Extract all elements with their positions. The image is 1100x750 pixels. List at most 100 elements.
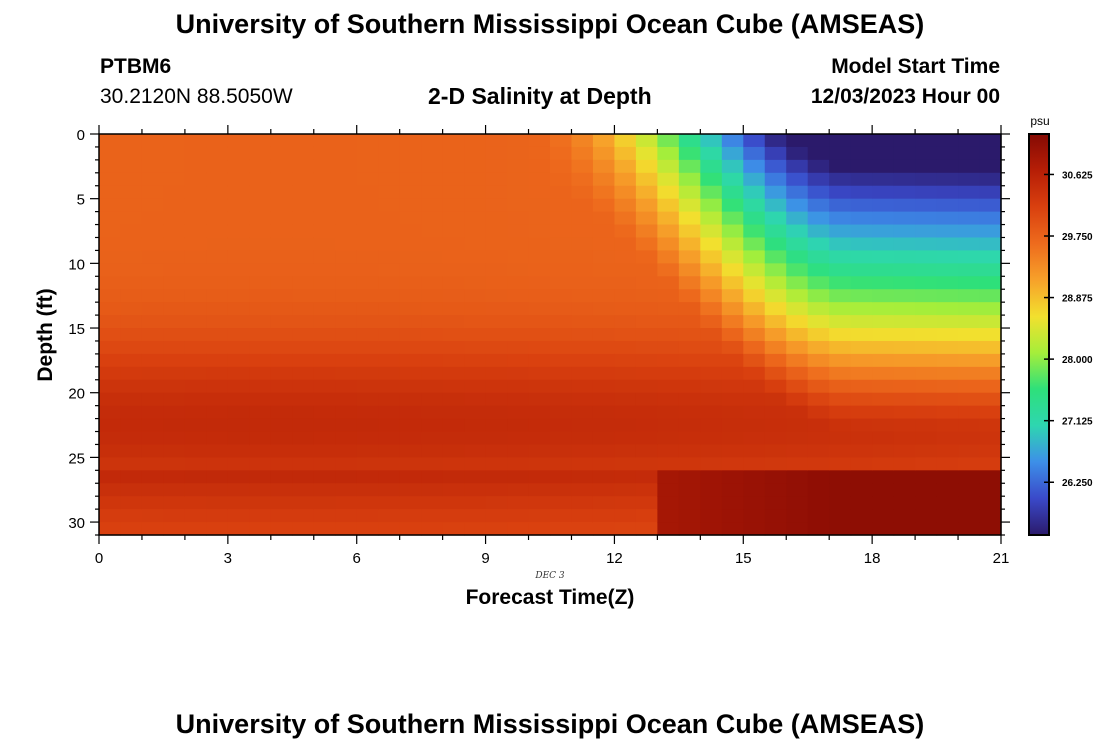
heatmap-cell [829, 496, 852, 510]
heatmap-cell [850, 315, 873, 329]
heatmap-cell [120, 159, 143, 174]
heatmap-cell [979, 340, 1002, 355]
heatmap-cell [227, 134, 250, 148]
heatmap-cell [464, 392, 487, 407]
heatmap-cell [678, 250, 701, 264]
heatmap-cell [120, 250, 143, 264]
heatmap-cell [915, 522, 938, 536]
heatmap-cell [850, 185, 873, 200]
heatmap-cell [206, 405, 229, 420]
heatmap-cell [485, 379, 508, 394]
heatmap-cell [528, 328, 551, 342]
heatmap-cell [807, 418, 830, 433]
heatmap-cell [313, 340, 336, 355]
heatmap-cell [958, 198, 981, 213]
heatmap-cell [958, 457, 981, 471]
heatmap-cell [335, 315, 358, 329]
heatmap-cell [184, 418, 207, 433]
heatmap-cell [893, 522, 916, 536]
heatmap-cell [635, 263, 658, 277]
heatmap-cell [485, 134, 508, 148]
heatmap-cell [249, 392, 272, 407]
heatmap-cell [292, 172, 315, 187]
heatmap-cell [249, 431, 272, 446]
heatmap-cell [550, 418, 573, 433]
heatmap-cells [99, 134, 1002, 536]
heatmap-cell [507, 302, 530, 316]
heatmap-cell [399, 483, 422, 497]
heatmap-cell [592, 418, 616, 433]
heatmap-cell [163, 522, 186, 536]
heatmap-cell [915, 237, 938, 252]
heatmap-cell [571, 289, 594, 303]
heatmap-cell [141, 250, 165, 264]
heatmap-cell [700, 522, 723, 536]
heatmap-cell [721, 198, 744, 213]
heatmap-cell [571, 483, 594, 497]
heatmap-cell [141, 509, 165, 523]
heatmap-cell [786, 250, 809, 264]
heatmap-cell [743, 418, 766, 433]
heatmap-cell [270, 483, 293, 497]
heatmap-cell [206, 496, 229, 510]
plot-frame [98, 133, 1002, 536]
heatmap-cell [356, 509, 379, 523]
heatmap-cell [507, 159, 530, 174]
heatmap-cell [936, 211, 959, 226]
heatmap-cell [163, 405, 186, 420]
heatmap-cell [936, 366, 959, 381]
heatmap-cell [872, 470, 895, 484]
heatmap-cell [356, 185, 379, 200]
heatmap-cell [141, 496, 165, 510]
heatmap-cell [378, 250, 401, 264]
heatmap-cell [635, 315, 658, 329]
heatmap-cell [571, 340, 594, 355]
heatmap-cell [571, 379, 594, 394]
heatmap-cell [872, 353, 895, 368]
heatmap-cell [163, 237, 186, 252]
heatmap-cell [829, 224, 852, 239]
heatmap-cell [442, 315, 465, 329]
heatmap-cell [270, 379, 293, 394]
heatmap-cell [893, 379, 916, 394]
heatmap-cell [786, 276, 809, 290]
heatmap-cell [399, 185, 422, 200]
heatmap-cell [507, 172, 530, 187]
heatmap-cell [700, 250, 723, 264]
axes: 0 3 6 9 12 15 18 21 0 5 10 15 20 25 30 [68, 125, 1010, 567]
heatmap-cell [571, 211, 594, 226]
heatmap-cell [657, 457, 680, 471]
heatmap-cell [141, 366, 165, 381]
heatmap-cell [743, 392, 766, 407]
heatmap-cell [700, 457, 723, 471]
heatmap-cell [99, 379, 122, 394]
heatmap-cell [270, 444, 293, 458]
colorbar-tick-label: 29.750 [1062, 232, 1093, 243]
heatmap-cell [206, 366, 229, 381]
heatmap-cell [421, 185, 444, 200]
heatmap-cell [206, 224, 229, 239]
heatmap-cell [399, 392, 422, 407]
heatmap-cell [829, 146, 852, 161]
heatmap-cell [399, 379, 422, 394]
heatmap-cell [292, 457, 315, 471]
heatmap-cell [378, 522, 401, 536]
heatmap-cell [678, 444, 701, 458]
heatmap-cell [893, 431, 916, 446]
heatmap-cell [614, 289, 637, 303]
heatmap-cell [850, 431, 873, 446]
heatmap-cell [550, 470, 573, 484]
heatmap-cell [936, 496, 959, 510]
heatmap-cell [850, 509, 873, 523]
heatmap-cell [571, 353, 594, 368]
heatmap-cell [356, 134, 379, 148]
heatmap-cell [356, 315, 379, 329]
heatmap-cell [120, 302, 143, 316]
heatmap-cell [979, 392, 1002, 407]
heatmap-cell [507, 405, 530, 420]
heatmap-cell [206, 159, 229, 174]
heatmap-cell [163, 457, 186, 471]
heatmap-cell [99, 315, 122, 329]
heatmap-cell [421, 522, 444, 536]
heatmap-cell [721, 392, 744, 407]
